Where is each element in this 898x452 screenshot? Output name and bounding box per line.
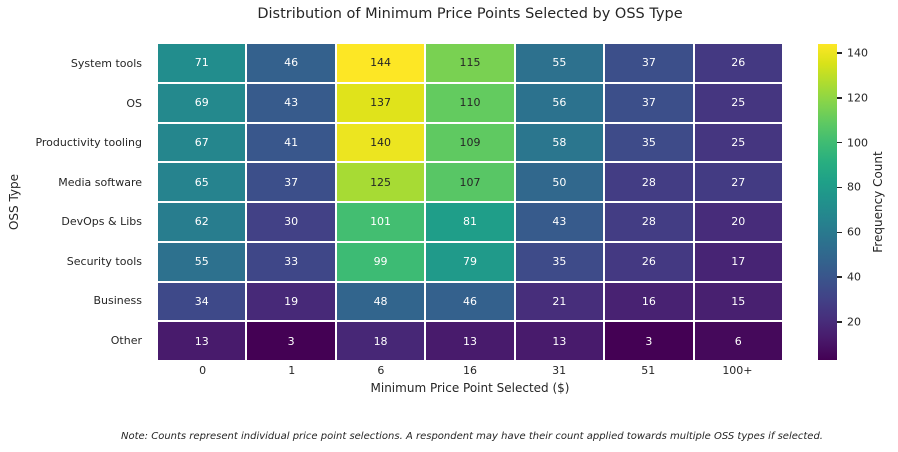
footnote: Note: Counts represent individual price … xyxy=(121,431,823,442)
chart-title: Distribution of Minimum Price Points Sel… xyxy=(257,6,683,22)
heatmap-cell: 56 xyxy=(515,83,604,122)
heatmap-cell: 125 xyxy=(336,163,425,201)
heatmap-cell: 79 xyxy=(426,242,514,281)
heatmap-cell: 26 xyxy=(694,44,782,82)
heatmap-cell: 20 xyxy=(694,203,782,241)
colorbar-tick-label: 100 xyxy=(847,136,868,150)
heatmap-cell: 46 xyxy=(247,44,335,82)
heatmap-cell: 140 xyxy=(336,123,425,162)
x-axis-title: Minimum Price Point Selected ($) xyxy=(370,381,570,395)
heatmap-cell: 110 xyxy=(426,83,514,122)
colorbar-ticks: 20 40 60 80 100 120 140 xyxy=(818,44,898,360)
heatmap-cell: 69 xyxy=(158,83,246,122)
colorbar-label: Frequency Count xyxy=(871,151,885,253)
heatmap-cell: 101 xyxy=(336,203,425,241)
x-axis-tick-labels: 0 1 6 16 31 51 100+ xyxy=(158,364,782,377)
y-tick-label: Security tools xyxy=(66,254,142,268)
heatmap-cell: 46 xyxy=(426,282,514,321)
colorbar-tick-label: 40 xyxy=(847,270,861,284)
heatmap-cell: 33 xyxy=(247,242,335,281)
heatmap-cell: 21 xyxy=(515,282,604,321)
y-tick-label: OS xyxy=(126,96,142,110)
y-tick-label: Media software xyxy=(58,175,142,189)
heatmap-cell: 62 xyxy=(158,203,246,241)
heatmap-cell: 13 xyxy=(426,322,514,360)
heatmap-cell: 71 xyxy=(158,44,246,82)
heatmap-cell: 28 xyxy=(605,203,693,241)
colorbar-tick-mark xyxy=(837,321,842,323)
heatmap-cell: 37 xyxy=(605,44,693,82)
heatmap-cell: 15 xyxy=(694,282,782,321)
heatmap-cell: 81 xyxy=(426,203,514,241)
x-tick-label: 1 xyxy=(288,364,296,377)
y-tick-label: DevOps & Libs xyxy=(61,215,142,229)
heatmap-cell: 144 xyxy=(336,44,425,82)
y-tick-label: Productivity tooling xyxy=(35,136,142,150)
colorbar-tick-mark xyxy=(837,97,842,99)
heatmap-cell: 109 xyxy=(426,123,514,162)
heatmap-cell: 19 xyxy=(247,282,335,321)
heatmap-cell: 50 xyxy=(515,163,604,201)
y-tick-label: Other xyxy=(110,333,142,347)
heatmap-cell: 3 xyxy=(605,322,693,360)
heatmap-cell: 13 xyxy=(158,322,246,360)
heatmap-cell: 43 xyxy=(515,203,604,241)
heatmap-grid: 71 46 144 115 55 37 26 69 43 137 110 56 37 25 67 41 140 1… xyxy=(158,44,782,360)
y-tick-label: System tools xyxy=(70,57,142,71)
heatmap-cell: 48 xyxy=(336,282,425,321)
colorbar xyxy=(818,44,837,360)
colorbar-tick-mark xyxy=(837,141,842,144)
colorbar-tick-label: 120 xyxy=(847,91,868,105)
x-tick-label: 0 xyxy=(199,364,207,377)
heatmap-cell: 137 xyxy=(336,83,425,122)
heatmap-cell: 41 xyxy=(247,123,335,162)
x-tick-label: 31 xyxy=(552,364,567,377)
heatmap-cell: 28 xyxy=(605,163,693,201)
heatmap-cell: 65 xyxy=(158,163,246,201)
colorbar-tick-label: 60 xyxy=(847,225,861,239)
x-tick-label: 6 xyxy=(377,364,385,377)
heatmap-cell: 3 xyxy=(247,322,335,360)
heatmap-cell: 34 xyxy=(158,282,246,321)
heatmap-cell: 107 xyxy=(426,163,514,201)
heatmap-cell: 6 xyxy=(694,322,782,360)
colorbar-tick-mark xyxy=(837,186,842,189)
colorbar-tick-mark xyxy=(837,276,842,278)
heatmap-cell: 26 xyxy=(605,242,693,281)
heatmap-cell: 35 xyxy=(515,242,604,281)
heatmap-cell: 37 xyxy=(247,163,335,201)
colorbar-tick-mark xyxy=(837,231,842,233)
heatmap-cell: 30 xyxy=(247,203,335,241)
heatmap-cell: 55 xyxy=(515,44,604,82)
y-tick-label: Business xyxy=(93,294,142,308)
heatmap-cell: 55 xyxy=(158,242,246,281)
colorbar-tick-label: 20 xyxy=(847,315,861,329)
y-axis-tick-labels: System tools OS Productivity tooling Media … xyxy=(0,44,150,360)
heatmap-cell: 43 xyxy=(247,83,335,122)
heatmap-cell: 13 xyxy=(515,322,604,360)
heatmap-cell: 18 xyxy=(336,322,425,360)
heatmap-cell: 67 xyxy=(158,123,246,162)
heatmap-cell: 58 xyxy=(515,123,604,162)
heatmap-cell: 16 xyxy=(605,282,693,321)
heatmap-cell: 115 xyxy=(426,44,514,82)
colorbar-tick-label: 80 xyxy=(847,180,861,194)
heatmap-cell: 35 xyxy=(605,123,693,162)
x-tick-label: 16 xyxy=(462,364,477,377)
heatmap-cell: 99 xyxy=(336,242,425,281)
colorbar-tick-label: 140 xyxy=(847,46,868,60)
heatmap-cell: 25 xyxy=(694,123,782,162)
heatmap-cell: 37 xyxy=(605,83,693,122)
heatmap-cell: 25 xyxy=(694,83,782,122)
heatmap-cell: 27 xyxy=(694,163,782,201)
x-tick-label: 100+ xyxy=(722,364,753,377)
heatmap-cell: 17 xyxy=(694,242,782,281)
colorbar-tick-mark xyxy=(837,52,842,54)
x-tick-label: 51 xyxy=(641,364,656,377)
